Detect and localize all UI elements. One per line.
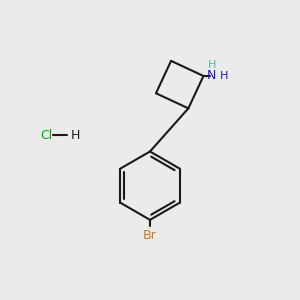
Text: N: N [207, 70, 217, 83]
Text: Cl: Cl [40, 129, 52, 142]
Text: H: H [208, 60, 216, 70]
Text: H: H [70, 129, 80, 142]
Text: Br: Br [143, 229, 157, 242]
Text: H: H [220, 71, 229, 81]
